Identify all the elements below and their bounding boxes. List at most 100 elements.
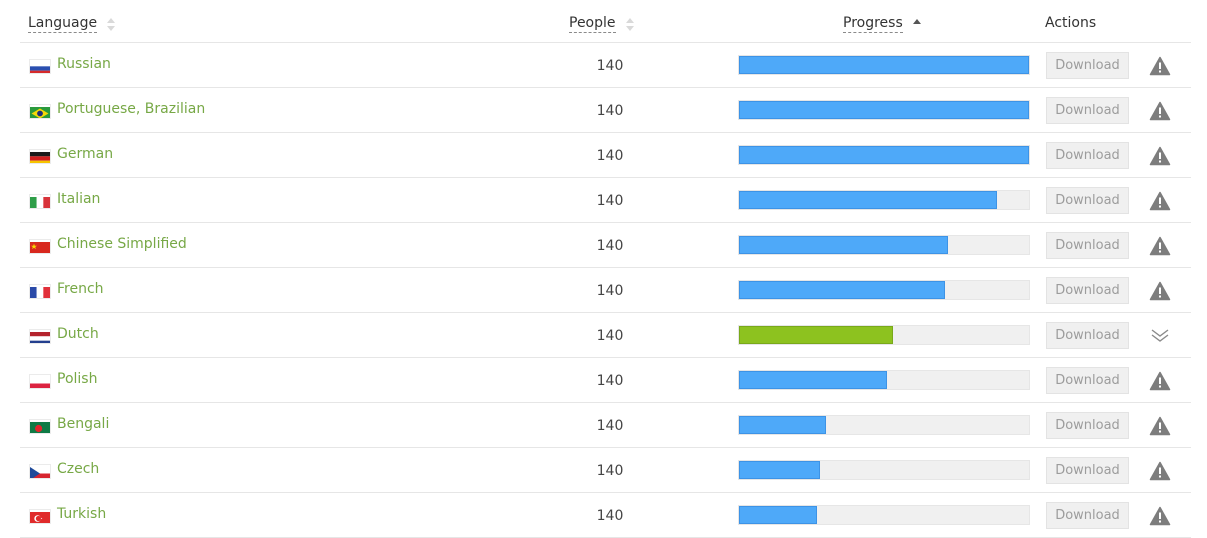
people-count: 140 (596, 58, 624, 74)
download-button[interactable]: Download (1046, 502, 1129, 529)
warning-icon[interactable] (1149, 236, 1171, 256)
table-row: Turkish 140 Download (20, 493, 1191, 538)
progress-bar-fill (739, 236, 948, 254)
progress-bar (738, 55, 1030, 75)
progress-bar-fill (739, 191, 998, 209)
language-header-label[interactable]: Language (28, 15, 98, 33)
table-row: Chinese Simplified 140 Download (20, 223, 1191, 268)
progress-bar-fill (739, 326, 893, 344)
progress-bar-fill (739, 281, 945, 299)
download-button[interactable]: Download (1046, 52, 1129, 79)
download-button[interactable]: Download (1046, 367, 1129, 394)
warning-icon[interactable] (1149, 191, 1171, 211)
people-count: 140 (596, 238, 624, 254)
italy-flag-icon (29, 194, 51, 209)
sort-arrows-icon[interactable] (107, 17, 116, 31)
languages-table: Language People Progress Actions Russian… (20, 0, 1191, 538)
progress-bar (738, 280, 1030, 300)
progress-bar (738, 460, 1030, 480)
warning-icon[interactable] (1149, 101, 1171, 121)
download-button[interactable]: Download (1046, 322, 1129, 349)
language-link[interactable]: Czech (57, 461, 100, 477)
table-row: Polish 140 Download (20, 358, 1191, 403)
download-button[interactable]: Download (1046, 142, 1129, 169)
netherlands-flag-icon (29, 329, 51, 344)
warning-icon[interactable] (1149, 371, 1171, 391)
table-row: Bengali 140 Download (20, 403, 1191, 448)
table-row: French 140 Download (20, 268, 1191, 313)
table-row: Portuguese, Brazilian 140 Download (20, 88, 1191, 133)
progress-bar (738, 235, 1030, 255)
progress-bar (738, 190, 1030, 210)
table-row: Dutch 140 Download (20, 313, 1191, 358)
progress-bar-fill (739, 506, 818, 524)
download-button[interactable]: Download (1046, 97, 1129, 124)
language-link[interactable]: Polish (57, 371, 98, 387)
progress-bar (738, 100, 1030, 120)
people-count: 140 (596, 508, 624, 524)
download-button[interactable]: Download (1046, 232, 1129, 259)
download-button[interactable]: Download (1046, 457, 1129, 484)
double-chevron-down-icon[interactable] (1149, 326, 1171, 346)
table-row: German 140 Download (20, 133, 1191, 178)
brazil-flag-icon (29, 104, 51, 119)
czech-flag-icon (29, 464, 51, 479)
language-link[interactable]: German (57, 146, 114, 162)
warning-icon[interactable] (1149, 146, 1171, 166)
download-button[interactable]: Download (1046, 187, 1129, 214)
people-header-label[interactable]: People (569, 15, 616, 33)
progress-bar-fill (739, 461, 821, 479)
people-count: 140 (596, 463, 624, 479)
language-link[interactable]: Portuguese, Brazilian (57, 101, 206, 117)
progress-bar-fill (739, 146, 1029, 164)
sort-people-header[interactable]: People (569, 15, 634, 33)
table-body: Russian 140 Download Portuguese, Brazili… (20, 43, 1191, 538)
language-link[interactable]: Bengali (57, 416, 110, 432)
language-link[interactable]: Italian (57, 191, 101, 207)
people-count: 140 (596, 148, 624, 164)
download-button[interactable]: Download (1046, 412, 1129, 439)
russia-flag-icon (29, 59, 51, 74)
progress-header-label[interactable]: Progress (843, 15, 903, 33)
sort-arrows-icon[interactable] (625, 17, 634, 31)
progress-bar-fill (739, 101, 1029, 119)
language-link[interactable]: Dutch (57, 326, 99, 342)
warning-icon[interactable] (1149, 461, 1171, 481)
progress-bar-fill (739, 416, 826, 434)
progress-bar (738, 370, 1030, 390)
table-row: Czech 140 Download (20, 448, 1191, 493)
sort-ascending-icon[interactable] (912, 18, 921, 24)
progress-bar (738, 145, 1030, 165)
warning-icon[interactable] (1149, 506, 1171, 526)
warning-icon[interactable] (1149, 416, 1171, 436)
progress-bar-fill (739, 371, 887, 389)
people-count: 140 (596, 328, 624, 344)
bangladesh-flag-icon (29, 419, 51, 434)
language-link[interactable]: French (57, 281, 104, 297)
language-link[interactable]: Chinese Simplified (57, 236, 187, 252)
sort-language-header[interactable]: Language (28, 15, 116, 33)
progress-bar (738, 505, 1030, 525)
france-flag-icon (29, 284, 51, 299)
table-header: Language People Progress Actions (20, 0, 1191, 43)
language-link[interactable]: Turkish (57, 506, 107, 522)
warning-icon[interactable] (1149, 281, 1171, 301)
people-count: 140 (596, 283, 624, 299)
download-button[interactable]: Download (1046, 277, 1129, 304)
people-count: 140 (596, 418, 624, 434)
warning-icon[interactable] (1149, 56, 1171, 76)
progress-bar (738, 325, 1030, 345)
people-count: 140 (596, 103, 624, 119)
sort-progress-header[interactable]: Progress (843, 15, 921, 33)
poland-flag-icon (29, 374, 51, 389)
table-row: Italian 140 Download (20, 178, 1191, 223)
actions-header: Actions (1045, 15, 1096, 32)
table-row: Russian 140 Download (20, 43, 1191, 88)
people-count: 140 (596, 193, 624, 209)
actions-header-label: Actions (1045, 15, 1097, 31)
germany-flag-icon (29, 149, 51, 164)
language-link[interactable]: Russian (57, 56, 111, 72)
progress-bar (738, 415, 1030, 435)
turkey-flag-icon (29, 509, 51, 524)
china-flag-icon (29, 239, 51, 254)
